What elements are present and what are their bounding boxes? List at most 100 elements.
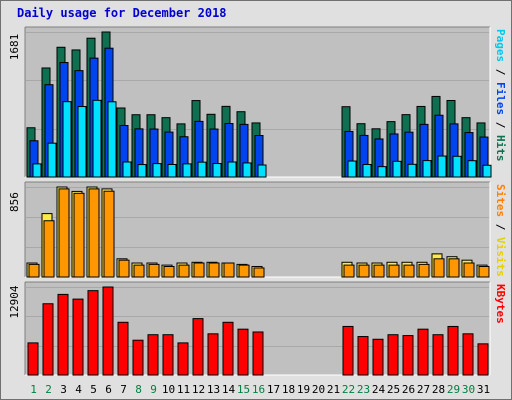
bar-sites-day-22 [343, 264, 355, 278]
x-tick-label-day-9: 9 [150, 383, 157, 396]
bar-kbytes-day-2 [42, 303, 54, 376]
bar-kbytes-day-9 [147, 334, 159, 376]
x-tick-label-day-17: 17 [266, 383, 281, 396]
bar-kbytes-day-11 [177, 342, 189, 376]
bar-pages-day-22 [347, 160, 357, 178]
bar-sites-day-2 [43, 220, 55, 278]
x-tick-label-day-15: 15 [236, 383, 251, 396]
bar-pages-day-6 [107, 101, 117, 178]
bar-sites-day-28 [433, 258, 445, 278]
bar-sites-day-1 [28, 263, 40, 278]
bar-pages-day-25 [392, 160, 402, 178]
x-tick-label-day-25: 25 [386, 383, 401, 396]
bar-pages-day-15 [242, 162, 252, 178]
bar-pages-day-28 [437, 155, 447, 178]
chart-title: Daily usage for December 2018 [17, 6, 227, 20]
x-tick-label-day-21: 21 [326, 383, 341, 396]
bar-kbytes-day-14 [222, 321, 234, 376]
x-tick-label-day-5: 5 [90, 383, 97, 396]
bar-sites-day-3 [58, 188, 70, 278]
bar-sites-day-25 [388, 264, 400, 278]
bar-pages-day-24 [377, 166, 387, 178]
bar-sites-day-16 [253, 267, 265, 278]
x-tick-label-day-3: 3 [60, 383, 67, 396]
x-tick-label-day-2: 2 [45, 383, 52, 396]
bar-sites-day-23 [358, 264, 370, 278]
x-tick-label-day-27: 27 [416, 383, 431, 396]
bar-pages-day-23 [362, 163, 372, 178]
bar-pages-day-11 [182, 163, 192, 178]
bar-pages-day-4 [77, 106, 87, 178]
x-tick-label-day-18: 18 [281, 383, 296, 396]
x-tick-label-day-26: 26 [401, 383, 416, 396]
x-tick-label-day-4: 4 [75, 383, 82, 396]
bar-sites-day-8 [133, 264, 145, 278]
bar-kbytes-day-5 [87, 290, 99, 376]
bar-sites-day-14 [223, 262, 235, 278]
bar-pages-day-27 [422, 160, 432, 178]
x-tick-label-day-29: 29 [446, 383, 461, 396]
bar-sites-day-13 [208, 262, 220, 278]
bar-sites-day-29 [448, 258, 460, 278]
bar-pages-day-8 [137, 164, 147, 178]
bar-kbytes-day-8 [132, 339, 144, 376]
bar-pages-day-1 [32, 163, 42, 178]
bar-sites-day-27 [418, 263, 430, 278]
bar-sites-day-11 [178, 264, 190, 278]
bar-kbytes-day-6 [102, 286, 114, 376]
bar-sites-day-5 [88, 188, 100, 278]
bar-sites-day-9 [148, 263, 160, 278]
bar-pages-day-3 [62, 101, 72, 178]
bar-kbytes-day-1 [27, 342, 39, 376]
bar-kbytes-day-10 [162, 334, 174, 376]
bar-sites-day-15 [238, 264, 250, 278]
bar-kbytes-day-30 [462, 333, 474, 376]
bar-pages-day-13 [212, 163, 222, 178]
bar-pages-day-16 [257, 164, 267, 178]
x-tick-label-day-14: 14 [221, 383, 236, 396]
x-tick-label-day-20: 20 [311, 383, 326, 396]
bar-kbytes-day-24 [372, 338, 384, 376]
bar-kbytes-day-22 [342, 325, 354, 376]
bar-sites-day-4 [73, 192, 85, 278]
x-tick-label-day-11: 11 [176, 383, 191, 396]
bar-kbytes-day-31 [477, 343, 489, 376]
x-tick-label-day-22: 22 [341, 383, 356, 396]
bar-kbytes-day-3 [57, 293, 69, 376]
bar-pages-day-26 [407, 163, 417, 178]
bar-sites-day-10 [163, 265, 175, 278]
x-tick-label-day-16: 16 [251, 383, 266, 396]
bar-kbytes-day-12 [192, 318, 204, 376]
x-tick-label-day-6: 6 [105, 383, 112, 396]
bar-kbytes-day-13 [207, 333, 219, 376]
bar-kbytes-day-7 [117, 321, 129, 376]
bar-kbytes-day-23 [357, 336, 369, 376]
bar-pages-day-14 [227, 161, 237, 178]
x-tick-label-day-24: 24 [371, 383, 386, 396]
x-tick-label-day-30: 30 [461, 383, 476, 396]
bar-sites-day-30 [463, 262, 475, 278]
bar-kbytes-day-16 [252, 331, 264, 376]
bar-kbytes-day-29 [447, 325, 459, 376]
bar-pages-day-7 [122, 161, 132, 178]
bar-sites-day-26 [403, 264, 415, 278]
x-tick-label-day-7: 7 [120, 383, 127, 396]
bar-kbytes-day-28 [432, 334, 444, 376]
x-tick-label-day-19: 19 [296, 383, 311, 396]
bar-pages-day-5 [92, 99, 102, 178]
bar-pages-day-30 [467, 160, 477, 178]
bar-pages-day-2 [47, 142, 57, 178]
x-tick-label-day-31: 31 [476, 383, 491, 396]
x-tick-label-day-23: 23 [356, 383, 371, 396]
bar-pages-day-10 [167, 163, 177, 178]
bar-sites-day-6 [103, 190, 115, 278]
bar-sites-day-12 [193, 262, 205, 278]
x-tick-label-day-10: 10 [161, 383, 176, 396]
bar-sites-day-7 [118, 259, 130, 278]
bar-kbytes-day-4 [72, 298, 84, 376]
bar-pages-day-9 [152, 163, 162, 178]
bar-pages-day-29 [452, 155, 462, 178]
bar-kbytes-day-15 [237, 328, 249, 376]
bar-sites-day-24 [373, 264, 385, 278]
